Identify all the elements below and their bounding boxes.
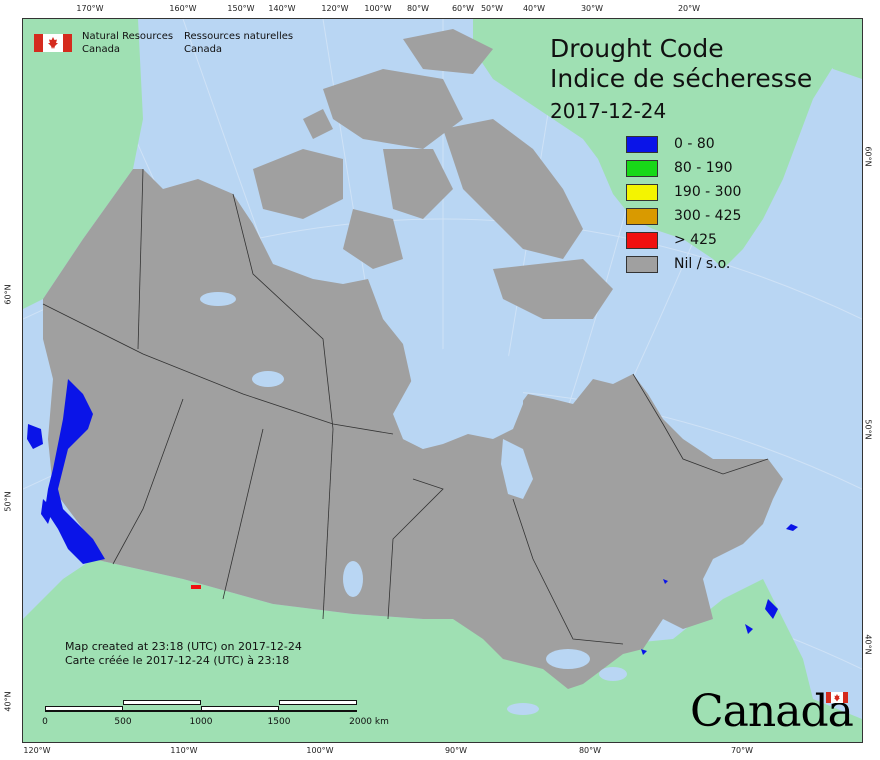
graticule-label: 60°N (863, 146, 873, 167)
provincial-boundaries (42, 168, 769, 645)
graticule-label: 50°W (480, 4, 504, 13)
map-title-en: Drought Code (550, 34, 724, 63)
scale-baseline (45, 710, 357, 712)
scale-segment (279, 700, 357, 705)
scale-label: 0 (42, 717, 48, 727)
graticule-label: 40°W (522, 4, 546, 13)
agency-en-line2: Canada (82, 44, 121, 55)
james-bay (501, 439, 533, 499)
agency-fr-line2: Canada (184, 44, 223, 55)
agency-name-en: Natural Resources Canada (82, 30, 173, 56)
map-title-fr: Indice de sécheresse (550, 64, 813, 93)
graticule-label: 30°W (580, 4, 604, 13)
legend-label: 300 - 425 (674, 208, 742, 224)
graticule-label: 100°W (364, 4, 392, 13)
legend-swatch (626, 184, 658, 201)
legend-swatch (626, 208, 658, 225)
graticule-label: 70°W (730, 746, 754, 755)
agency-name-fr: Ressources naturelles Canada (184, 30, 293, 56)
map-date: 2017-12-24 (550, 99, 667, 123)
legend-swatch (626, 136, 658, 153)
map-frame[interactable] (22, 18, 863, 743)
drought-low-areas (27, 379, 798, 655)
agency-en-line1: Natural Resources (82, 31, 174, 42)
scale-label: 2000 km (349, 717, 389, 727)
graticule-label: 40°N (3, 691, 13, 712)
creation-note-fr: Carte créée le 2017-12-24 (UTC) à 23:18 (65, 654, 290, 667)
wordmark-flag-icon (826, 692, 848, 703)
scale-label: 1000 (189, 717, 213, 727)
graticule-label: 80°W (406, 4, 430, 13)
graticule-label: 140°W (268, 4, 296, 13)
graticule-label: 110°W (170, 746, 198, 755)
graticule-label: 80°W (578, 746, 602, 755)
graticule-label: 40°N (863, 634, 873, 655)
hudson-bay (393, 339, 523, 449)
inland-lakes (200, 292, 627, 715)
graticule-label: 120°W (321, 4, 349, 13)
graticule-label: 120°W (23, 746, 51, 755)
graticule-label: 50°N (3, 491, 13, 512)
legend-label: 80 - 190 (674, 160, 733, 176)
usa-landmass (23, 559, 862, 742)
graticule-label: 160°W (169, 4, 197, 13)
graticule-label: 60°N (3, 284, 13, 305)
greenland-east-landmass (803, 19, 862, 79)
graticule-label: 90°W (444, 746, 468, 755)
legend-swatch (626, 160, 658, 177)
graticule-label: 50°N (863, 419, 873, 440)
legend-label: Nil / s.o. (674, 256, 731, 272)
legend-swatch (626, 256, 658, 273)
alaska-landmass (23, 19, 143, 309)
scale-label: 1500 (267, 717, 291, 727)
creation-note-en: Map created at 23:18 (UTC) on 2017-12-24 (65, 640, 302, 653)
graticule-label: 60°W (451, 4, 475, 13)
graticule-label: 100°W (306, 746, 334, 755)
drought-high-areas (191, 585, 201, 589)
greenland-landmass (473, 19, 843, 269)
legend-label: 0 - 80 (674, 136, 715, 152)
canada-flag-icon (34, 34, 72, 52)
legend-swatch (626, 232, 658, 249)
arctic-islands (253, 29, 613, 319)
scale-segment (123, 700, 201, 705)
creation-note: Map created at 23:18 (UTC) on 2017-12-24… (65, 640, 302, 668)
graticule-label: 20°W (677, 4, 701, 13)
map-canvas[interactable] (23, 19, 862, 742)
legend-label: > 425 (674, 232, 717, 248)
agency-fr-line1: Ressources naturelles (184, 31, 294, 42)
graticule-label: 150°W (227, 4, 255, 13)
graticule-label: 170°W (76, 4, 104, 13)
legend-label: 190 - 300 (674, 184, 742, 200)
map-title-block: Drought Code Indice de sécheresse 2017-1… (550, 34, 812, 126)
scale-label: 500 (114, 717, 132, 727)
